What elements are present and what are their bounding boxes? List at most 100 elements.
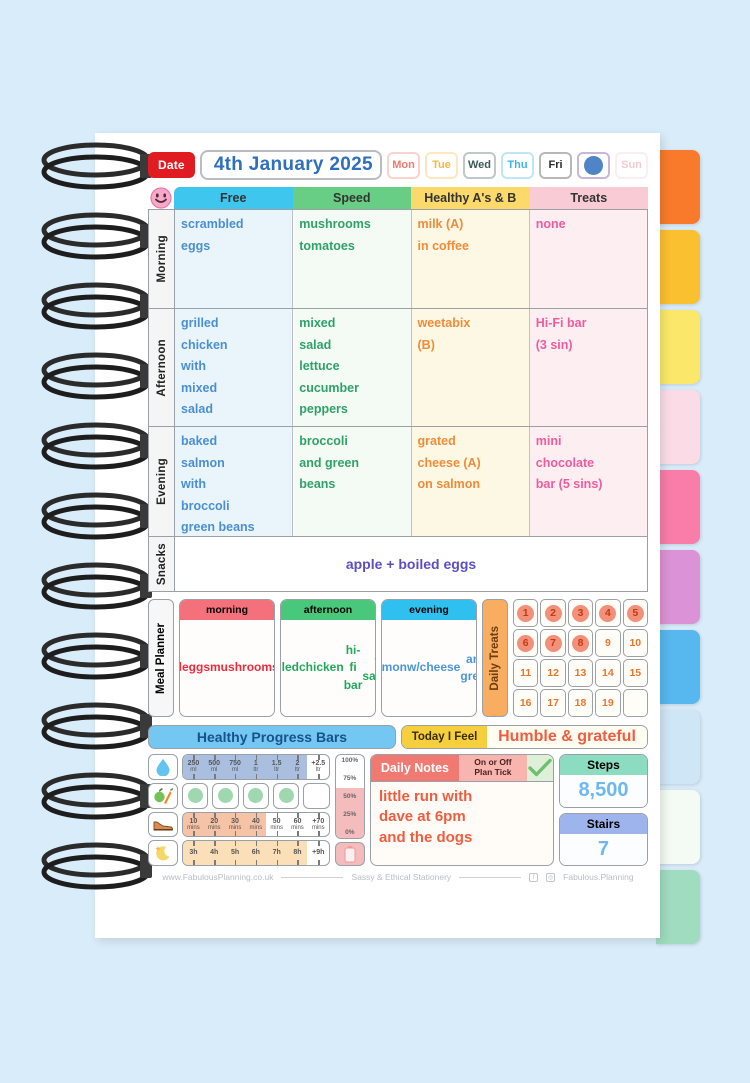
fruit-veg-slot-2[interactable] (212, 782, 239, 809)
fruit-veg-slot-3[interactable] (242, 782, 269, 809)
daily-treat-16[interactable]: 16 (513, 689, 539, 717)
day-button-sun[interactable]: Sun (615, 151, 648, 179)
bar-tick-value: +9h (312, 849, 325, 857)
meal-cell-morning-speed[interactable]: mushrooms tomatoes (293, 210, 412, 308)
date-input[interactable]: 4th January 2025 (199, 150, 382, 180)
fruit-veg-slot-1[interactable] (182, 782, 209, 809)
day-label: Thu (507, 159, 528, 171)
meal-cell-evening-speed[interactable]: broccoli and green beans (293, 427, 412, 536)
bar-tick-value: 20 (210, 817, 219, 825)
facebook-icon[interactable]: f (529, 872, 539, 882)
daily-notes-value[interactable]: little run with dave at 6pm and the dogs (369, 782, 554, 866)
meal-cell-afternoon-healthy-a-s-b[interactable]: weetabix (B) (411, 309, 530, 426)
daily-treat-15[interactable]: 15 (622, 659, 648, 687)
fruit-veg-slot-4[interactable] (272, 782, 300, 809)
meal-row-label-text: Evening (155, 458, 168, 505)
metric-value[interactable]: 8,500 (559, 775, 647, 807)
meal-cell-afternoon-treats[interactable]: Hi-Fi bar (3 sin) (529, 309, 647, 426)
progress-track-moon-stars[interactable]: 3h 4h 5h 6h 7h 8h +9h (182, 840, 330, 866)
daily-treat-5[interactable]: 5 (622, 599, 648, 627)
meal-cell-morning-free[interactable]: scrambled eggs (175, 210, 294, 308)
side-tab-7[interactable] (656, 630, 700, 704)
footer-website[interactable]: www.FabulousPlanning.co.uk (162, 872, 274, 882)
daily-treats-grid: 1 2 3 4 5 6 7 8 9 10 11 12 13 14 15 16 17 18 19 (513, 599, 648, 717)
snacks-label-text: Snacks (155, 542, 168, 586)
daily-treat-12[interactable]: 12 (540, 659, 566, 687)
spiral-ring (36, 490, 156, 540)
daily-notes-label: Daily Notes (370, 755, 459, 781)
bar-tick: 40 mins (245, 812, 266, 837)
daily-treat-2[interactable]: 2 (540, 599, 566, 627)
bar-tick-value: 5h (230, 849, 240, 857)
daily-treat-7[interactable]: 7 (540, 629, 566, 657)
side-tab-2[interactable] (656, 230, 700, 304)
daily-treat-9[interactable]: 9 (595, 629, 621, 657)
daily-treat-number: 2 (550, 607, 557, 619)
meal-cell-evening-free[interactable]: baked salmon with broccoli green beans (175, 427, 294, 536)
day-button-thu[interactable]: Thu (501, 151, 534, 179)
meal-cell-evening-healthy-a-s-b[interactable]: grated cheese (A) on salmon (411, 427, 530, 536)
daily-treat-17[interactable]: 17 (540, 689, 566, 717)
progress-fill (183, 841, 307, 865)
side-tab-1[interactable] (656, 150, 700, 224)
side-tab-3[interactable] (656, 310, 700, 384)
daily-treat-14[interactable]: 14 (595, 659, 621, 687)
side-tab-6[interactable] (656, 550, 700, 624)
progress-row-fruit-veg (148, 782, 330, 809)
side-tab-8[interactable] (656, 710, 700, 784)
daily-treat-8[interactable]: 8 (567, 629, 594, 657)
progress-track-trainer-shoe[interactable]: 10 mins 20 mins 30 mins 40 mins 50 mins 60 mins +70 m… (182, 811, 330, 838)
daily-treat-11[interactable]: 11 (513, 659, 539, 687)
side-tab-10[interactable] (656, 870, 700, 944)
meal-row-label: Afternoon (149, 309, 175, 426)
daily-treat-6[interactable]: 6 (513, 629, 539, 657)
side-tab-5[interactable] (656, 470, 700, 544)
day-button-fri[interactable]: Fri (539, 151, 572, 179)
metric-value[interactable]: 7 (559, 833, 647, 865)
bar-tick: 20 mins (204, 812, 225, 837)
instagram-icon[interactable]: ◎ (546, 872, 556, 882)
daily-treat-3[interactable]: 3 (567, 599, 594, 627)
progress-row-water-drop: 250 ml 500 ml 750 ml 1 ltr 1.5 ltr 2 ltr +2.5 ltr (148, 754, 330, 780)
footer-social[interactable]: Fabulous.Planning (563, 872, 634, 882)
day-button-wed[interactable]: Wed (463, 151, 496, 179)
progress-ticks: 3h 4h 5h 6h 7h 8h +9h (183, 841, 329, 865)
bar-tick: 6h (245, 841, 266, 865)
meal-cell-afternoon-speed[interactable]: mixed salad lettuce cucumber peppers (293, 309, 412, 426)
progress-track-water-drop[interactable]: 250 ml 500 ml 750 ml 1 ltr 1.5 ltr 2 ltr +2.5 ltr (182, 754, 330, 780)
meal-planner-card-afternoon[interactable]: afternoon grilledchickenhi-fi bar+ salad (280, 599, 376, 717)
daily-treat-4[interactable]: 4 (595, 599, 621, 627)
daily-treat-18[interactable]: 18 (567, 689, 594, 717)
daily-treat-1[interactable]: 1 (513, 599, 539, 627)
side-tab-4[interactable] (656, 390, 700, 464)
percent-scale: 100% 75% 50% 25% 0% (334, 754, 365, 866)
daily-treat-10[interactable]: 10 (622, 629, 648, 657)
daily-treat-19[interactable]: 19 (595, 689, 621, 717)
side-tabs (656, 150, 706, 950)
daily-treat-number: 10 (629, 637, 642, 649)
meal-cell-evening-treats[interactable]: mini chocolate bar (5 sins) (529, 427, 647, 536)
daily-treat-empty[interactable] (622, 689, 648, 717)
bar-tick-value: 250 (187, 760, 200, 768)
meal-cell-afternoon-free[interactable]: grilled chicken with mixed salad (175, 309, 294, 426)
bar-tick-unit: mins (311, 824, 325, 831)
moon-stars-icon (148, 840, 178, 866)
day-button-tue[interactable]: Tue (425, 151, 458, 179)
plan-tick-checkbox[interactable] (526, 755, 553, 781)
spiral-ring (36, 210, 156, 260)
daily-treat-13[interactable]: 13 (567, 659, 594, 687)
meal-cell-morning-healthy-a-s-b[interactable]: milk (A) in coffee (411, 210, 530, 308)
bar-tick-unit: ltr (274, 767, 280, 774)
day-button-sat[interactable] (577, 151, 610, 179)
side-tab-9[interactable] (656, 790, 700, 864)
meal-cell-morning-treats[interactable]: none (529, 210, 647, 308)
percent-box[interactable]: 100% 75% 50% 25% 0% (334, 754, 365, 839)
day-button-mon[interactable]: Mon (387, 151, 420, 179)
spiral-ring (36, 280, 156, 330)
fruit-veg-slot-5[interactable] (303, 782, 330, 809)
snacks-value[interactable]: apple + boiled eggs (175, 537, 647, 591)
today-i-feel-value[interactable]: Humble & grateful (487, 726, 647, 748)
